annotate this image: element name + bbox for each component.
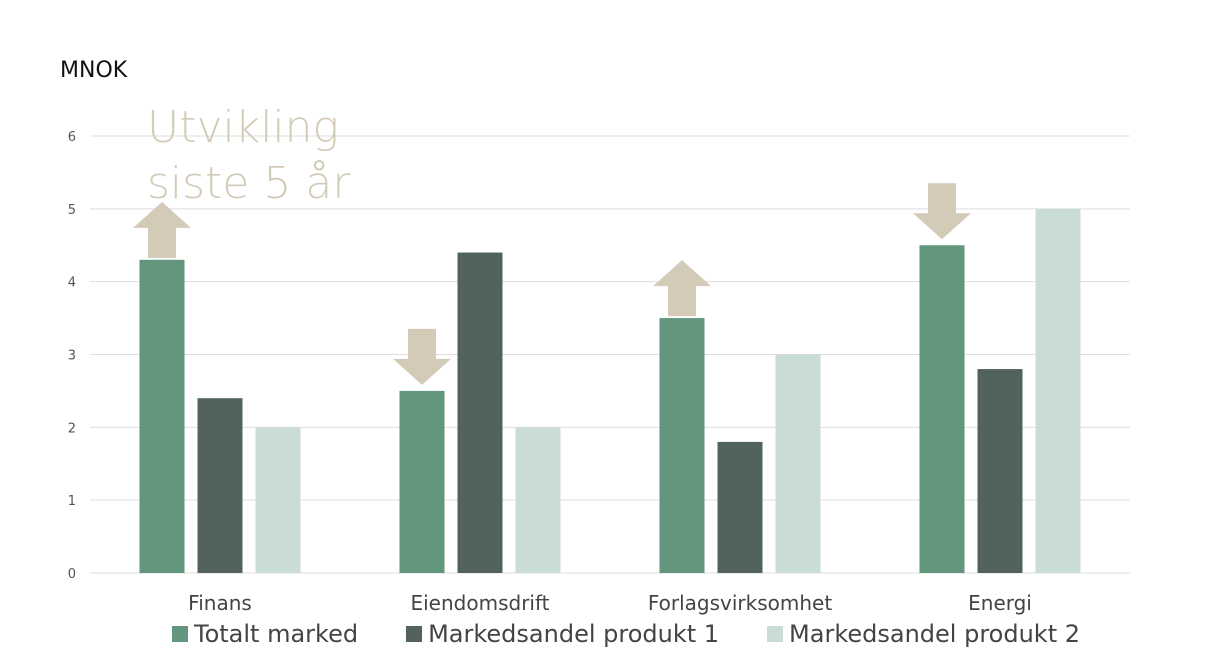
y-tick-label: 3 <box>68 349 76 364</box>
x-tick-label: Forlagsvirksomhet <box>648 591 832 615</box>
y-tick-label: 5 <box>68 203 76 218</box>
bar <box>1035 208 1081 574</box>
trend-arrow-up <box>133 201 191 258</box>
bar <box>399 390 445 573</box>
x-tick-label: Energi <box>968 591 1032 615</box>
legend-swatch <box>406 626 423 642</box>
legend: Totalt marked Markedsandel produkt 1 Mar… <box>172 620 1128 648</box>
trend-arrow-down <box>393 328 451 385</box>
bar <box>457 252 503 574</box>
legend-item-produkt-2: Markedsandel produkt 2 <box>767 620 1080 648</box>
bar <box>515 427 561 573</box>
x-tick-label: Finans <box>188 591 252 615</box>
bar <box>255 427 301 573</box>
legend-label: Markedsandel produkt 1 <box>428 620 720 648</box>
bar <box>197 398 243 573</box>
legend-label: Markedsandel produkt 2 <box>789 620 1080 648</box>
bar <box>659 318 705 573</box>
y-tick-label: 0 <box>68 567 76 582</box>
y-tick-label: 6 <box>68 130 76 145</box>
legend-item-produkt-1: Markedsandel produkt 1 <box>406 620 719 648</box>
x-tick-label: Eiendomsdrift <box>410 591 549 615</box>
annotation-text: Utvikling siste 5 år <box>147 100 350 212</box>
trend-arrow-up <box>653 260 711 317</box>
bar <box>717 441 763 573</box>
bar <box>919 245 965 573</box>
bar <box>775 354 821 573</box>
y-tick-label: 1 <box>68 494 76 509</box>
annotation-line-2: siste 5 år <box>147 158 351 209</box>
trend-arrow-down <box>913 183 971 240</box>
legend-swatch <box>767 626 784 642</box>
bar <box>977 369 1023 573</box>
annotation-line-1: Utvikling <box>147 102 339 153</box>
y-axis-unit-label: MNOK <box>60 58 128 83</box>
bar <box>139 259 185 573</box>
y-tick-label: 4 <box>68 276 76 291</box>
y-tick-label: 2 <box>68 421 76 436</box>
legend-swatch <box>172 626 188 642</box>
legend-item-totalt-marked: Totalt marked <box>172 620 358 648</box>
legend-label: Totalt marked <box>194 620 359 648</box>
